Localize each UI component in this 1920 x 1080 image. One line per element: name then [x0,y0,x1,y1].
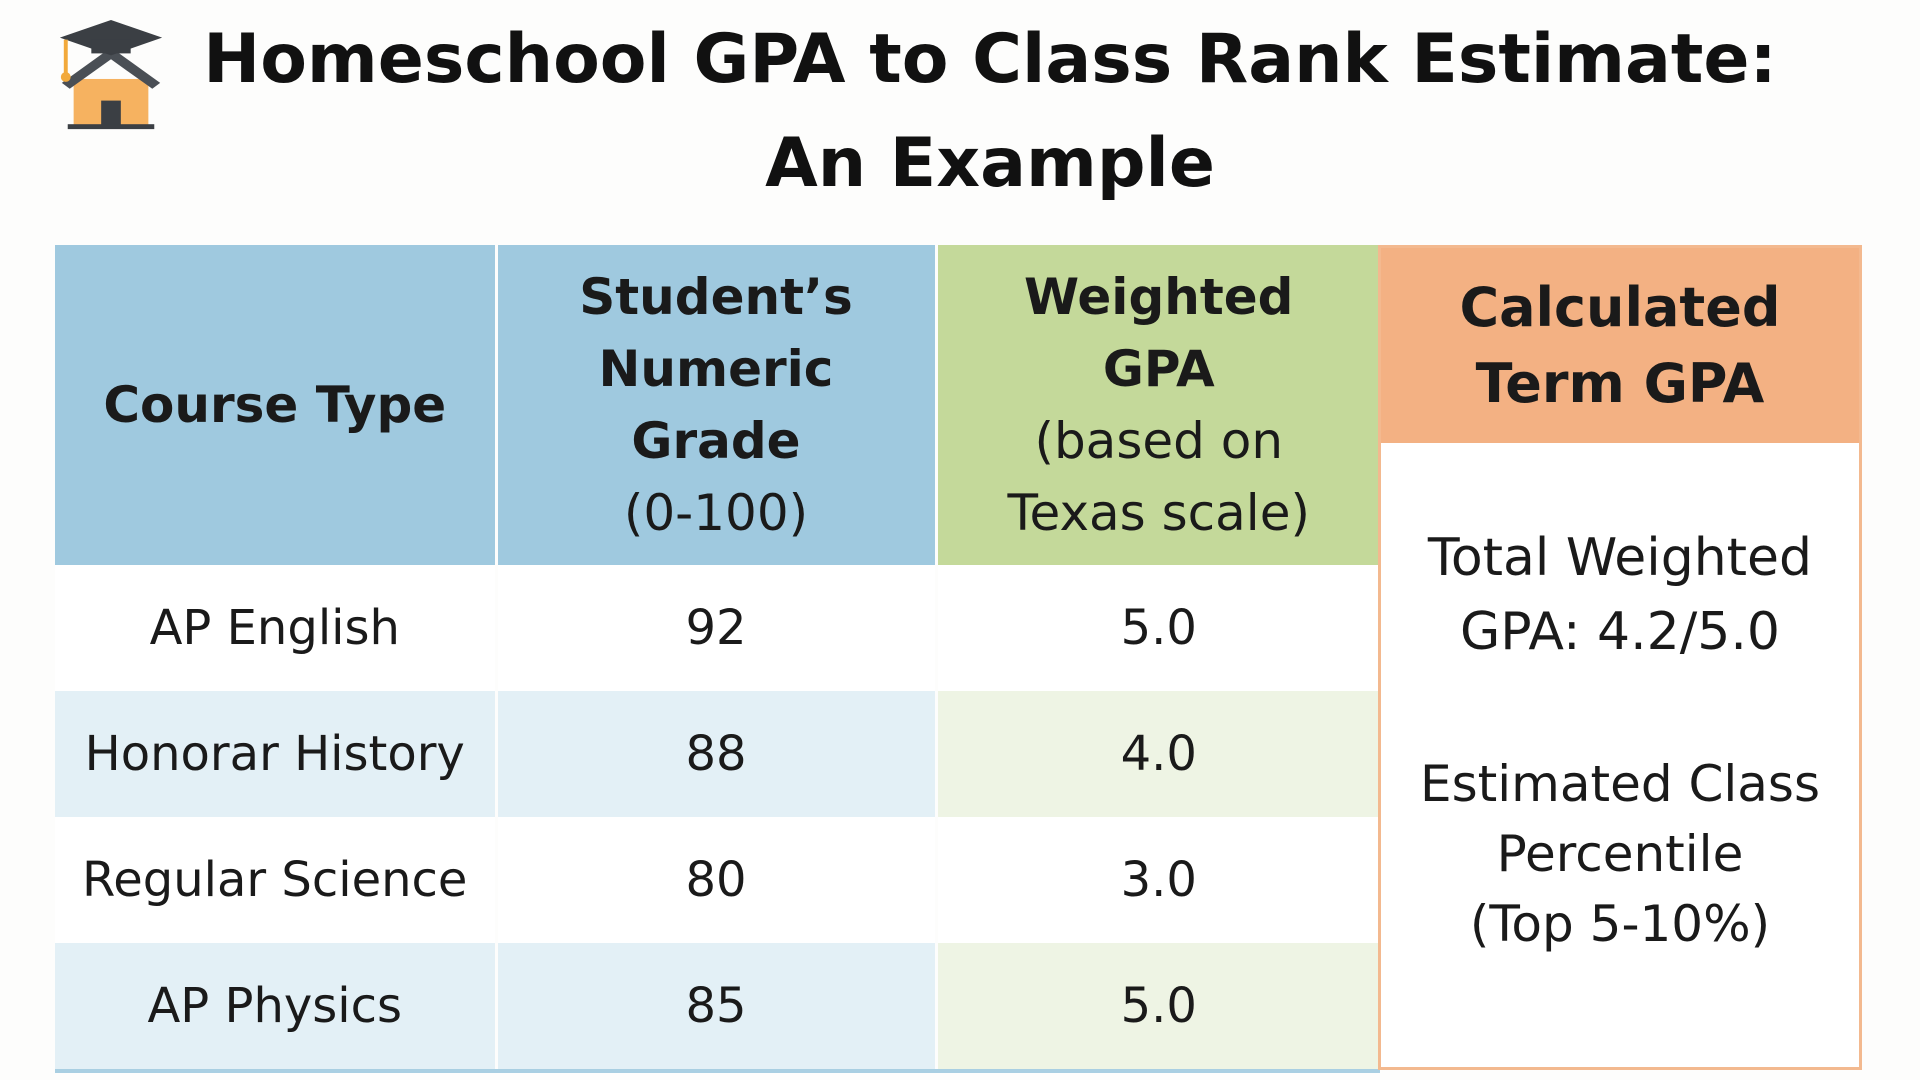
header-grade-line-1: Student’s [579,268,853,326]
house-with-graduation-cap-icon [59,19,163,130]
calc-header-line-2: Term GPA [1475,351,1765,415]
estimate-line-1: Estimated Class [1419,755,1821,813]
total-weighted-gpa: Total Weighted GPA: 4.2/5.0 [1381,521,1859,669]
header-weighted-gpa: Weighted GPA (based on Texas scale) [934,245,1380,565]
table-row: AP English 92 5.0 [55,565,1380,691]
weighted-gpa-cell: 5.0 [934,565,1380,691]
grade-cell: 80 [494,817,936,943]
table-header-row: Course Type Student’s Numeric Grade (0-1… [55,245,1380,565]
weighted-gpa-cell: 5.0 [934,943,1380,1073]
table-row: Honorar History 88 4.0 [55,691,1380,817]
header-weighted-line-4: Texas scale) [1007,484,1310,542]
grades-table: Course Type Student’s Numeric Grade (0-1… [55,245,1380,1073]
header-grade-line-4: (0-100) [623,484,809,542]
header-weighted-line-3: (based on [1034,412,1284,470]
grade-cell: 85 [494,943,936,1073]
header-weighted-line-1: Weighted [1024,268,1294,326]
calc-header-line-1: Calculated [1459,275,1781,339]
header-course-type-label: Course Type [103,376,447,434]
header-grade-line-2: Numeric [598,340,834,398]
course-cell: Honorar History [55,691,496,817]
weighted-gpa-cell: 3.0 [934,817,1380,943]
calculated-term-gpa-panel: Calculated Term GPA Total Weighted GPA: … [1378,245,1862,1070]
estimate-line-2: Percentile [1496,825,1744,883]
weighted-gpa-cell: 4.0 [934,691,1380,817]
estimated-class-percentile: Estimated Class Percentile (Top 5-10%) [1381,749,1859,959]
total-line-2: GPA: 4.2/5.0 [1460,602,1780,662]
estimate-line-3: (Top 5-10%) [1469,895,1771,953]
page-title-line-1: Homeschool GPA to Class Rank Estimate: [203,20,1777,99]
calculated-term-gpa-header: Calculated Term GPA [1381,248,1859,443]
grade-cell: 92 [494,565,936,691]
page-title: Homeschool GPA to Class Rank Estimate: A… [160,8,1820,216]
header-course-type: Course Type [55,245,496,565]
header-grade-line-3: Grade [631,412,801,470]
course-cell: Regular Science [55,817,496,943]
total-line-1: Total Weighted [1427,528,1813,588]
page-title-line-2: An Example [765,124,1215,203]
header-numeric-grade: Student’s Numeric Grade (0-100) [494,245,936,565]
course-cell: AP Physics [55,943,496,1073]
course-cell: AP English [55,565,496,691]
grade-cell: 88 [494,691,936,817]
table-row: AP Physics 85 5.0 [55,943,1380,1073]
table-row: Regular Science 80 3.0 [55,817,1380,943]
header-weighted-line-2: GPA [1102,340,1215,398]
